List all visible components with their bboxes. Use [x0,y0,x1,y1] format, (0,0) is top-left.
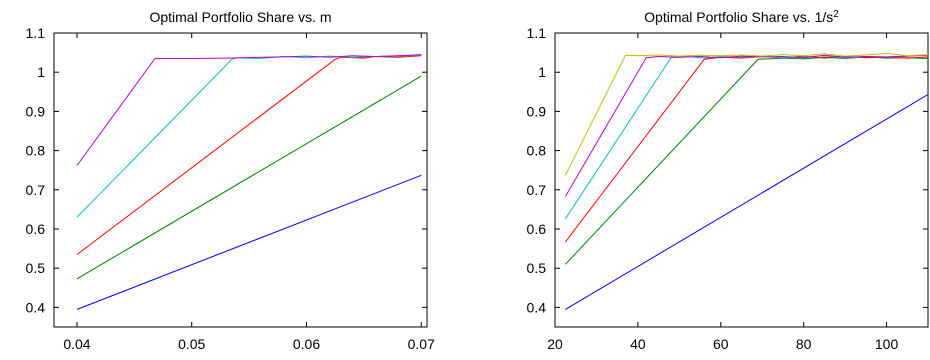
x-tick-label: 100 [875,336,899,352]
series-line-6 [564,52,929,176]
y-tick-label: 0.8 [527,143,547,159]
y-tick-label: 0.4 [527,299,547,315]
y-tick-label: 1.1 [26,25,46,41]
series-line-3 [565,55,929,243]
y-tick-label: 0.5 [26,260,46,276]
y-tick-label: 1 [538,64,546,80]
y-tick-label: 0.9 [527,103,547,119]
series-line-2 [565,56,929,265]
y-tick-label: 1.1 [527,25,547,41]
x-tick-label: 20 [547,336,563,352]
chart-panel-2: Optimal Portfolio Share vs. 1/s2 20 40 60 80… [527,9,929,352]
x-tick-label: 0.05 [178,336,205,352]
x-tick-label: 0.04 [63,336,90,352]
series-line-4 [564,54,929,220]
series-line-5 [564,54,929,197]
y-tick-label: 0.9 [26,103,46,119]
y-tick-label: 0.4 [26,299,46,315]
axes-frame [554,32,929,328]
x-tick-label: 0.07 [408,336,435,352]
chart-panel-1: Optimal Portfolio Share vs. m 0.04 0.05 0.0… [26,9,436,352]
y-tick-label: 0.7 [527,182,547,198]
y-tick-label: 0.7 [26,182,46,198]
x-tick-label: 60 [713,336,729,352]
chart-title: Optimal Portfolio Share vs. m [149,9,331,25]
y-tick-label: 0.8 [26,143,46,159]
chart-title: Optimal Portfolio Share vs. 1/s2 [644,9,839,26]
series-line-2 [76,75,422,280]
y-tick-label: 1 [37,64,45,80]
series-line-5 [76,54,422,166]
x-tick-label: 40 [630,336,646,352]
x-tick-label: 0.06 [293,336,320,352]
axes-frame [53,32,428,328]
y-tick-label: 0.5 [527,260,547,276]
series-line-3 [76,55,422,255]
y-tick-label: 0.6 [26,221,46,237]
x-tick-label: 80 [796,336,812,352]
title-superscript: 2 [833,9,839,20]
series-line-1 [565,94,929,310]
series-line-1 [76,174,422,310]
y-tick-label: 0.6 [527,221,547,237]
series-line-4 [76,54,422,218]
